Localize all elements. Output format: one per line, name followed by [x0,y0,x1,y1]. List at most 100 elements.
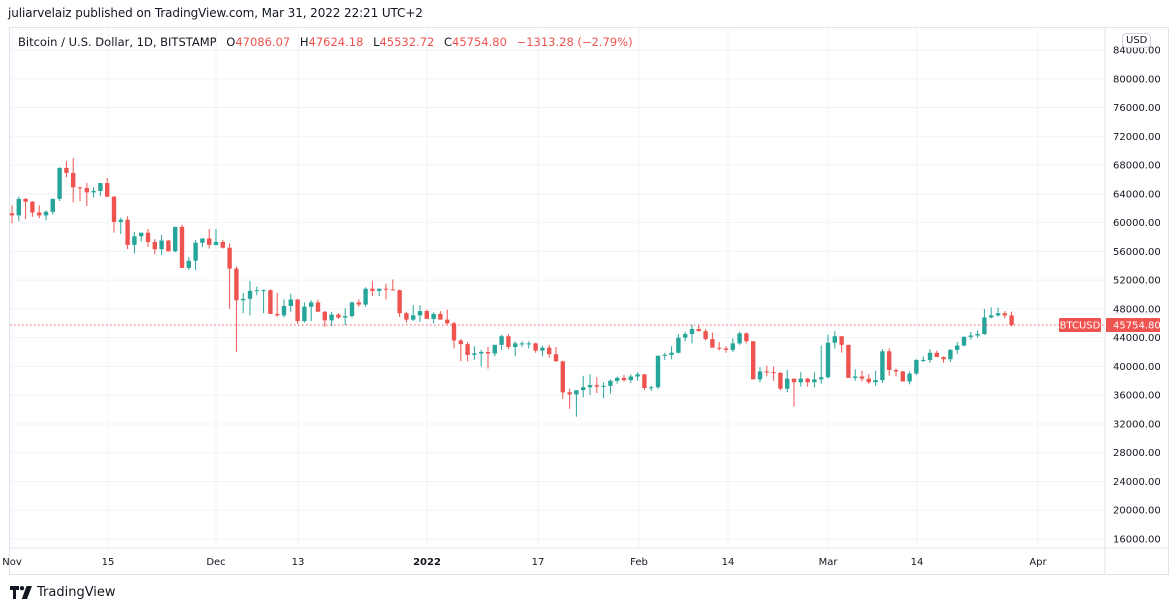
candle-body [989,315,994,318]
candle-body [499,336,504,345]
candle-body [315,302,321,312]
candle-body [451,323,457,341]
candle-body [322,311,327,321]
candle-body [662,354,667,356]
candle-body [139,232,144,237]
candle-body [281,306,287,316]
candle-body [16,198,21,216]
candle-body [587,385,593,388]
candle-body [689,329,695,335]
candle-body [309,302,314,307]
candle-body [927,352,933,360]
candle-body [145,232,151,243]
candle-body [819,377,824,380]
candle-body [567,392,572,395]
candle-body [363,288,368,305]
candle-body [628,376,633,381]
symbol-legend: Bitcoin / U.S. Dollar, 1D, BITSTAMP O470… [18,35,633,49]
price-tick-label: 48000.00 [1113,304,1161,315]
candle-body [655,355,661,388]
candle-body [37,212,42,216]
candle-body [105,183,110,197]
candle-body [111,196,117,222]
high-value: 47624.18 [308,35,364,49]
candle-body [540,347,545,351]
candle-body [866,378,871,383]
candle-body [438,313,443,320]
candle-body [717,347,722,349]
candle-body [506,336,511,347]
candle-body [513,343,518,347]
candle-body [71,172,76,188]
price-tick-label: 36000.00 [1113,391,1161,402]
candle-body [533,343,538,351]
candle-body [676,337,681,353]
candle-body [98,183,103,191]
candle-body [961,336,967,346]
candle-body [349,302,355,317]
symbol-title[interactable]: Bitcoin / U.S. Dollar, 1D, BITSTAMP [18,35,217,49]
candle-body [370,288,375,291]
candle-body [91,190,96,193]
candle-body [166,240,171,252]
candle-body [193,242,198,261]
candle-body [846,344,851,378]
last-price-label: 45754.80 [1113,321,1161,332]
candle-body [982,317,987,335]
candle-body [887,351,892,371]
candle-body [424,311,429,319]
symbol-tag: BTCUSD [1060,321,1101,332]
candle-body [220,242,225,248]
price-tick-label: 64000.00 [1113,189,1161,200]
candle-body [479,352,484,354]
candle-body [771,372,776,374]
price-tick-label: 80000.00 [1113,74,1161,85]
candle-body [200,238,205,243]
time-tick-label: 17 [532,557,545,568]
candle-body [261,290,266,292]
candle-body [336,314,341,318]
candle-body [730,343,735,350]
candle-body [254,290,259,292]
price-tick-label: 24000.00 [1113,477,1161,488]
candle-body [608,380,613,386]
currency-badge[interactable]: USD [1122,33,1152,48]
candle-body [934,352,939,358]
symbol-tag-bg [1059,318,1101,333]
price-tick-label: 72000.00 [1113,132,1161,143]
candle-body [179,226,185,268]
open-value: 47086.07 [235,35,291,49]
time-tick-label: 13 [292,557,305,568]
chart-frame[interactable] [9,27,1169,575]
candle-body [356,302,361,305]
tradingview-logo[interactable]: TradingView [10,585,116,600]
candle-body [411,315,416,320]
candle-body [295,299,300,322]
candle-body [995,313,1001,316]
candle-body [581,387,586,391]
time-tick-label: Feb [630,557,648,568]
candle-body [635,374,640,377]
candle-body [798,378,803,383]
candle-body [669,352,674,355]
candle-body [377,288,382,291]
candle-body [152,242,157,250]
price-tick-label: 40000.00 [1113,362,1161,373]
candle-body [492,344,497,354]
candle-body [907,373,912,382]
price-tick-label: 68000.00 [1113,161,1161,172]
candle-body [914,359,919,374]
candle-body [621,377,627,381]
candle-body [118,219,123,222]
candle-body [723,348,729,350]
candle-body [302,306,307,322]
candle-body [560,361,565,393]
candle-body [77,187,83,189]
candle-body [696,329,701,332]
candle-body [383,288,389,290]
candle-body [397,290,402,314]
candle-body [601,385,606,387]
candle-body [159,240,164,250]
candle-body [859,376,865,379]
